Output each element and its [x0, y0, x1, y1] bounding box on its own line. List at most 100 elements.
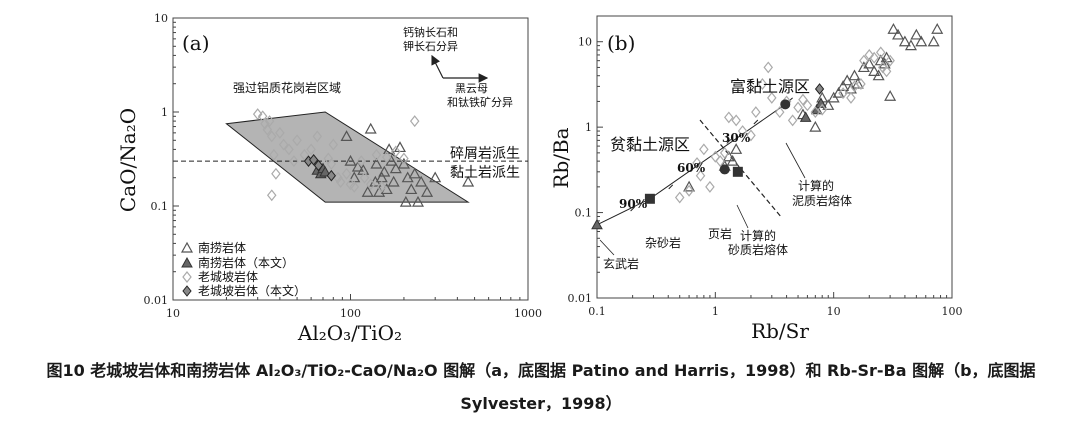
chart-b-point: [848, 69, 861, 81]
chart-b-point: [757, 78, 768, 90]
chart-b-endmember-marker: [644, 193, 655, 204]
chart-a-legend: 南捞岩体 南捞岩体（本文） 老城坡岩体 老城坡岩体（本文）: [180, 240, 306, 298]
chart-a-point: [399, 152, 409, 165]
chart-b-point: [751, 106, 761, 119]
chart-b-point: [863, 57, 876, 69]
chart-a-point: [415, 175, 428, 187]
chart-b-label-sandstone-melt-1: 计算的: [740, 228, 776, 243]
legend-label-nanlao: 南捞岩体: [198, 240, 246, 255]
chart-a-point: [271, 167, 281, 180]
chart-a-point: [326, 158, 337, 170]
chart-a-point: [365, 178, 376, 191]
chart-a-point: [376, 180, 387, 193]
y-tick-label: 0.1: [151, 200, 169, 213]
chart-b-point: [809, 120, 822, 132]
chart-b-endmember-marker: [591, 218, 603, 230]
chart-b-point: [910, 28, 923, 40]
chart-a-arrow-label-2: 钾长石分异: [403, 39, 458, 53]
chart-b-label-pelite-melt-1: 计算的: [798, 178, 834, 193]
chart-a-point: [378, 165, 391, 177]
chart-b-point: [884, 90, 897, 101]
y-tick-label: 10: [154, 12, 168, 25]
chart-b-x-axis-label: Rb/Sr: [751, 319, 809, 343]
chart-b-point: [869, 51, 879, 64]
chart-b-point: [927, 35, 940, 47]
chart-b-label-sandstone-melt-2: 砂质岩熔体: [728, 242, 788, 257]
chart-a-peraluminous-region: [225, 111, 470, 203]
chart-a-point: [262, 123, 273, 136]
chart-b-point: [705, 180, 715, 193]
chart-b-boundary-line: [699, 119, 783, 219]
chart-a-point: [266, 189, 277, 202]
chart-b-endmembers: [591, 99, 791, 230]
chart-b-point: [887, 22, 900, 34]
chart-b-point: [726, 154, 739, 166]
chart-a-point: [326, 169, 336, 182]
chart-a-point: [340, 130, 353, 142]
y-tick-label: 1: [585, 121, 592, 134]
chart-b-point: [737, 125, 748, 138]
chart-b-point: [699, 143, 709, 156]
chart-b-point: [731, 114, 741, 127]
chart-b-label-basalt: 玄武岩: [603, 256, 639, 271]
chart-a-point: [269, 148, 279, 161]
chart-b-endmember-marker: [780, 99, 791, 110]
legend-marker-dark-diamond: [182, 285, 192, 297]
chart-a-point: [381, 151, 392, 164]
chart-a-point: [405, 183, 418, 195]
chart-b-point: [885, 54, 895, 67]
chart-a-point: [409, 115, 420, 128]
chart-b-point: [904, 39, 917, 51]
chart-b-point: [837, 80, 850, 91]
chart-b-point: [898, 35, 911, 47]
chart-a-point: [335, 176, 346, 188]
chart-b-point: [692, 157, 702, 170]
chart-a-point: [349, 180, 360, 193]
chart-b-endmember-marker: [719, 164, 730, 175]
y-tick-label: 0.01: [568, 292, 593, 305]
x-tick-label: 10: [166, 307, 180, 320]
chart-a-point: [356, 155, 367, 168]
chart-b-zone-label-poor: 贫黏土源区: [610, 135, 690, 154]
chart-a-point: [462, 175, 475, 187]
chart-b-point: [846, 91, 856, 104]
chart-b-point: [915, 35, 928, 47]
chart-b-point: [838, 87, 848, 100]
chart-a-points: [252, 108, 475, 207]
chart-a-point: [429, 171, 442, 183]
chart-a-point: [312, 130, 323, 143]
figure-caption-line-2: Sylvester，1998）: [460, 394, 622, 413]
legend-label-laochengpo-this-study: 老城坡岩体（本文）: [198, 283, 306, 298]
mixing-tick: [753, 119, 759, 125]
chart-a-point: [385, 154, 398, 166]
chart-a-point: [391, 145, 401, 158]
chart-b-points: [674, 22, 944, 204]
chart-a-point: [399, 195, 412, 207]
chart-b-point: [674, 191, 685, 204]
chart-b-point: [872, 69, 885, 81]
chart-a-point: [306, 143, 316, 156]
chart-b-mix-label-60: 60%: [677, 161, 706, 175]
chart-b-label-shale: 页岩: [708, 226, 732, 241]
legend-marker-open-diamond: [182, 271, 192, 283]
chart-b-point: [802, 99, 813, 112]
chart-b-point: [859, 54, 869, 67]
chart-a-point: [292, 134, 302, 147]
chart-b-label-pelite-melt-2: 泥质岩熔体: [792, 193, 852, 208]
chart-a-point: [371, 148, 382, 161]
chart-a-point: [351, 160, 364, 172]
chart-a-point: [328, 138, 339, 151]
chart-a-ticks: 10 100 1000 0.01 0.1 1 10: [144, 12, 543, 320]
chart-b-panel-label: (b): [607, 31, 635, 55]
chart-b-point: [683, 180, 696, 192]
x-tick-label: 100: [340, 307, 361, 320]
y-tick-label: 0.1: [575, 207, 593, 220]
chart-a-arrow-label-4: 和钛铁矿分异: [447, 95, 513, 109]
chart-b-point: [814, 83, 825, 95]
x-tick-label: 10: [827, 305, 841, 318]
chart-a-point: [397, 157, 410, 169]
